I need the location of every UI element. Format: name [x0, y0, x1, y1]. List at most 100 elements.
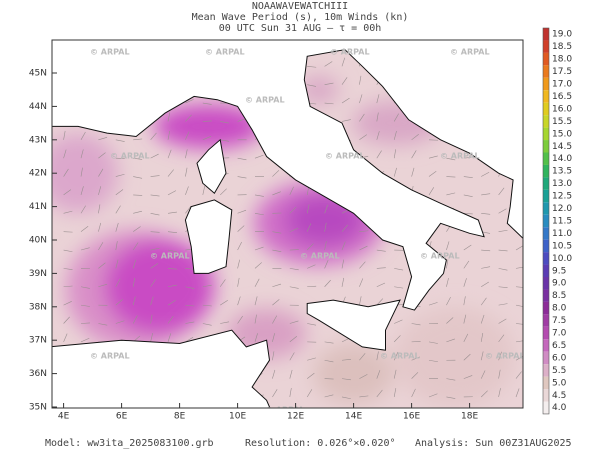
colorbar-swatch	[543, 128, 549, 140]
lon-label: 16E	[403, 412, 420, 422]
watermark: © ARPAL	[330, 48, 370, 57]
colorbar-swatch	[543, 78, 549, 90]
colorbar-swatch	[543, 240, 549, 252]
lat-label: 37N	[29, 336, 47, 346]
colorbar-label: 14.0	[552, 154, 572, 164]
colorbar-swatch	[543, 40, 549, 52]
colorbar-label: 4.5	[552, 391, 566, 401]
colorbar-label: 16.5	[552, 92, 572, 102]
lon-label: 18E	[461, 412, 478, 422]
field-blob	[38, 133, 118, 213]
colorbar-label: 9.5	[552, 266, 566, 276]
colorbar-label: 7.0	[552, 329, 567, 339]
colorbar-swatch	[543, 377, 549, 389]
lat-label: 41N	[29, 202, 47, 212]
colorbar-label: 12.5	[552, 192, 572, 202]
title: NOAAWAVEWATCHIII	[252, 1, 348, 12]
colorbar-swatch	[543, 339, 549, 351]
colorbar-label: 15.5	[552, 117, 572, 127]
colorbar: 19.018.518.017.517.016.516.015.515.014.5…	[543, 28, 572, 414]
colorbar-swatch	[543, 165, 549, 177]
colorbar-swatch	[543, 252, 549, 264]
colorbar-label: 11.0	[552, 229, 572, 239]
lat-label: 36N	[29, 369, 47, 379]
watermark: © ARPAL	[150, 252, 190, 261]
colorbar-swatch	[543, 314, 549, 326]
lat-label: 38N	[29, 302, 47, 312]
colorbar-swatch	[543, 215, 549, 227]
subtitle: Mean Wave Period (s), 10m Winds (kn)	[192, 12, 409, 23]
colorbar-label: 11.5	[552, 216, 572, 226]
colorbar-swatch	[543, 364, 549, 376]
lon-label: 8E	[174, 412, 186, 422]
colorbar-label: 18.5	[552, 42, 572, 52]
plot-area: © ARPAL © ARPAL © ARPAL © ARPAL © ARPAL © ARP…	[38, 23, 525, 415]
colorbar-swatch	[543, 402, 549, 414]
colorbar-label: 13.0	[552, 179, 572, 189]
colorbar-label: 5.0	[552, 378, 567, 388]
footer-resolution: Resolution: 0.026°×0.020°	[245, 438, 396, 449]
colorbar-label: 5.5	[552, 366, 566, 376]
colorbar-swatch	[543, 177, 549, 189]
time-label: 00 UTC Sun 31 AUG — τ = 00h	[219, 23, 382, 34]
lat-label: 35N	[29, 403, 47, 413]
colorbar-swatch	[543, 90, 549, 102]
colorbar-swatch	[543, 153, 549, 165]
colorbar-label: 8.5	[552, 291, 566, 301]
colorbar-label: 6.5	[552, 341, 566, 351]
colorbar-label: 9.0	[552, 279, 567, 289]
watermark: © ARPAL	[300, 252, 340, 261]
colorbar-swatch	[543, 227, 549, 239]
watermark: © ARPAL	[205, 48, 245, 57]
footer-model: Model: ww3ita_2025083100.grb	[45, 438, 214, 449]
lat-label: 39N	[29, 269, 47, 279]
colorbar-swatch	[543, 65, 549, 77]
colorbar-label: 7.5	[552, 316, 566, 326]
watermark: © ARPAL	[90, 352, 130, 361]
colorbar-swatch	[543, 389, 549, 401]
watermark: © ARPAL	[245, 96, 285, 105]
colorbar-label: 13.5	[552, 167, 572, 177]
colorbar-label: 14.5	[552, 142, 572, 152]
colorbar-label: 15.0	[552, 129, 572, 139]
lon-label: 14E	[345, 412, 362, 422]
colorbar-swatch	[543, 202, 549, 214]
lat-label: 43N	[29, 135, 47, 145]
colorbar-swatch	[543, 28, 549, 40]
lon-label: 12E	[287, 412, 304, 422]
colorbar-swatch	[543, 352, 549, 364]
lat-label: 42N	[29, 169, 47, 179]
colorbar-swatch	[543, 140, 549, 152]
watermark: © ARPAL	[325, 152, 365, 161]
colorbar-swatch	[543, 115, 549, 127]
colorbar-swatch	[543, 190, 549, 202]
lat-label: 45N	[29, 69, 47, 79]
colorbar-label: 10.5	[552, 241, 572, 251]
colorbar-swatch	[543, 265, 549, 277]
colorbar-label: 10.0	[552, 254, 572, 264]
watermark: © ARPAL	[110, 152, 150, 161]
lat-label: 44N	[29, 102, 47, 112]
colorbar-label: 17.0	[552, 80, 572, 90]
lat-label: 40N	[29, 236, 47, 246]
footer-analysis: Analysis: Sun 00Z31AUG2025	[415, 438, 572, 449]
colorbar-swatch	[543, 327, 549, 339]
colorbar-label: 19.0	[552, 30, 572, 40]
watermark: © ARPAL	[380, 352, 420, 361]
lon-label: 6E	[116, 412, 128, 422]
colorbar-swatch	[543, 53, 549, 65]
watermark: © ARPAL	[440, 152, 480, 161]
colorbar-swatch	[543, 289, 549, 301]
colorbar-swatch	[543, 302, 549, 314]
watermark: © ARPAL	[485, 352, 525, 361]
watermark: © ARPAL	[90, 48, 130, 57]
watermark: © ARPAL	[450, 48, 490, 57]
colorbar-label: 6.0	[552, 353, 567, 363]
colorbar-swatch	[543, 103, 549, 115]
colorbar-label: 17.5	[552, 67, 572, 77]
colorbar-label: 16.0	[552, 104, 572, 114]
lon-label: 10E	[229, 412, 246, 422]
colorbar-label: 8.0	[552, 304, 567, 314]
colorbar-label: 12.0	[552, 204, 572, 214]
